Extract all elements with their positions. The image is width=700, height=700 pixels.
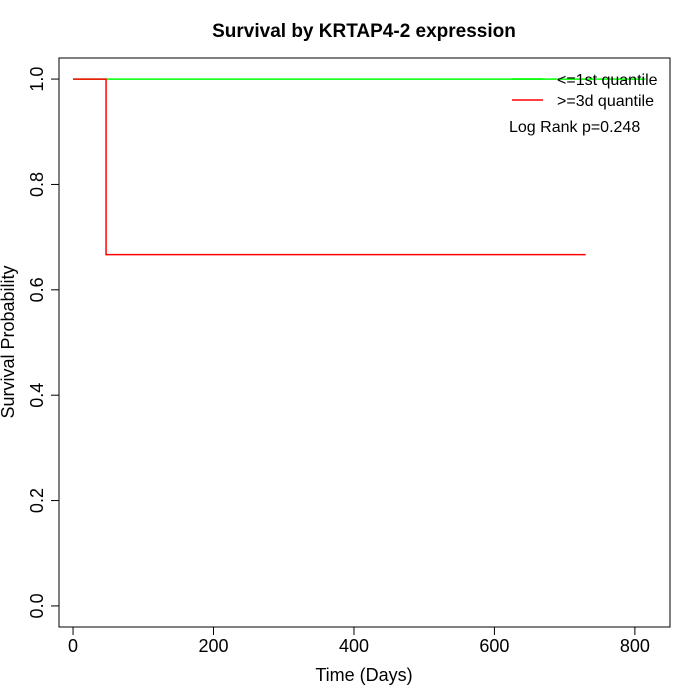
log-rank-annotation: Log Rank p=0.248: [509, 119, 640, 136]
y-axis-label: Survival Probability: [0, 265, 18, 418]
y-tick-label: 0.0: [27, 593, 47, 618]
y-tick-label: 0.8: [27, 172, 47, 197]
x-axis: 0 200 400 600 800: [68, 626, 650, 656]
y-tick-label: 0.4: [27, 383, 47, 408]
x-tick-label: 600: [479, 636, 509, 656]
y-tick-label: 1.0: [27, 67, 47, 92]
y-axis: 0.0 0.2 0.4 0.6 0.8 1.0: [27, 67, 60, 618]
x-tick-label: 400: [339, 636, 369, 656]
legend-label-1: >=3d quantile: [557, 93, 654, 110]
legend: <=1st quantile >=3d quantile: [512, 72, 658, 110]
x-tick-label: 200: [198, 636, 228, 656]
series-line-1: [73, 78, 586, 256]
y-tick-label: 0.2: [27, 488, 47, 513]
y-tick-label: 0.6: [27, 277, 47, 302]
legend-label-0: <=1st quantile: [557, 72, 658, 89]
plot-frame: [58, 57, 671, 628]
x-tick-label: 0: [68, 636, 78, 656]
x-axis-label: Time (Days): [315, 665, 412, 685]
series-layer: [73, 78, 646, 256]
chart-title: Survival by KRTAP4-2 expression: [212, 21, 516, 42]
x-tick-label: 800: [620, 636, 650, 656]
